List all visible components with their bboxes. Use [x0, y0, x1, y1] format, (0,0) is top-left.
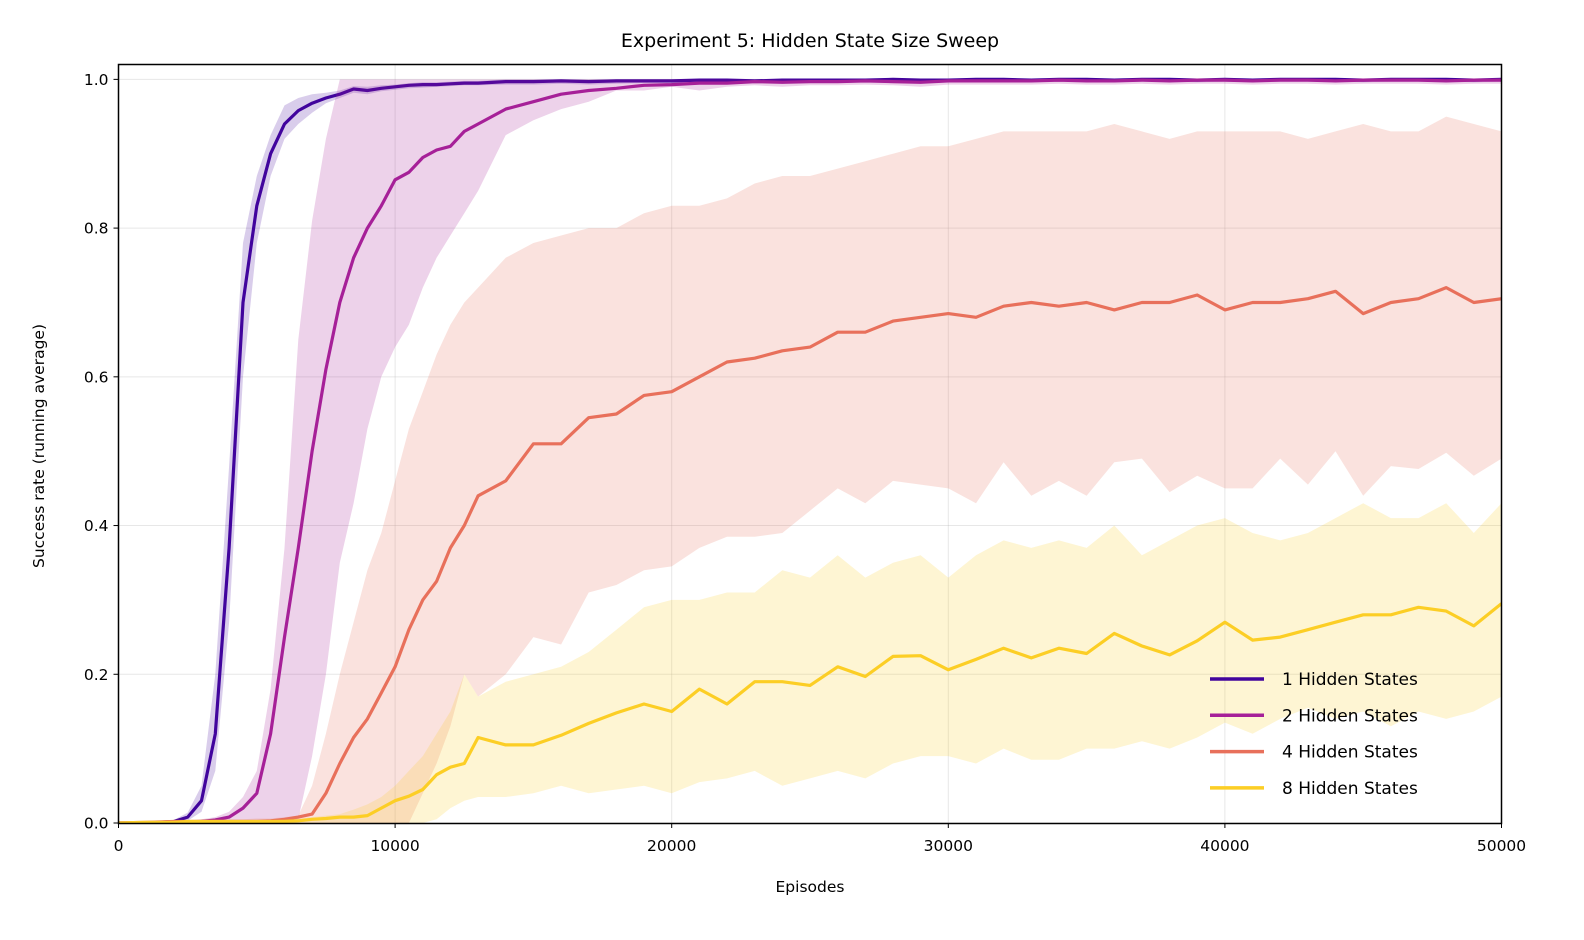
y-tick-label: 0.8 [84, 220, 109, 238]
legend-item-1: 1 Hidden States [1210, 670, 1418, 690]
band-series-3 [118, 116, 1502, 823]
y-tick-label: 0.2 [84, 666, 109, 684]
x-tick-label: 50000 [1477, 837, 1526, 855]
legend-label: 4 Hidden States [1282, 743, 1418, 763]
legend-item-3: 4 Hidden States [1210, 743, 1418, 763]
plot-area [118, 77, 1502, 823]
line-series-3 [118, 286, 1502, 823]
y-tick-label: 1.0 [84, 71, 109, 89]
y-axis: 0.0 0.2 0.4 0.6 0.8 1.0 [84, 71, 119, 833]
x-tick-label: 0 [114, 837, 124, 855]
legend-label: 8 Hidden States [1282, 779, 1418, 799]
y-tick-label: 0.6 [84, 368, 109, 386]
x-axis-label: Episodes [776, 878, 845, 896]
line-series-4 [118, 602, 1502, 823]
legend-label: 2 Hidden States [1282, 706, 1418, 726]
x-tick-label: 20000 [647, 837, 696, 855]
y-tick-label: 0.0 [84, 815, 109, 833]
legend: 1 Hidden States 2 Hidden States 4 Hidden S… [1210, 670, 1418, 799]
y-tick-label: 0.4 [84, 517, 109, 535]
legend-item-2: 2 Hidden States [1210, 706, 1418, 726]
chart-title: Experiment 5: Hidden State Size Sweep [621, 30, 999, 52]
x-tick-label: 40000 [1200, 837, 1249, 855]
legend-item-4: 8 Hidden States [1210, 779, 1418, 799]
x-tick-label: 30000 [924, 837, 973, 855]
axes-frame [117, 63, 1503, 825]
line-series-2 [118, 78, 1502, 823]
legend-label: 1 Hidden States [1282, 670, 1418, 690]
y-axis-label: Success rate (running average) [30, 324, 48, 568]
band-series-4 [118, 503, 1502, 823]
x-axis: 0 10000 20000 30000 40000 50000 [114, 823, 1526, 855]
x-tick-label: 10000 [370, 837, 419, 855]
